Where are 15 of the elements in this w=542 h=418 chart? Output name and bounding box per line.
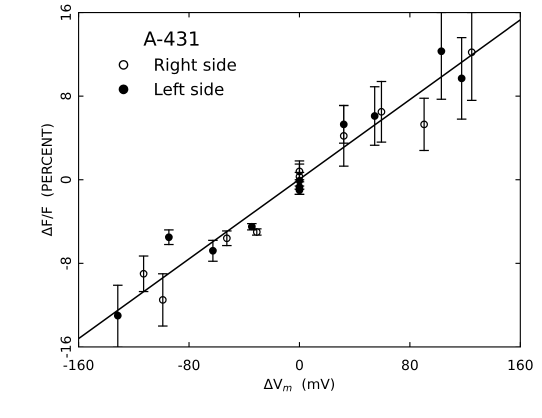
legend-title: A-431 [143,31,199,46]
x-axis-title: ΔV$_{m}$ (mV) [264,378,334,392]
x-tick-label: 80 [402,360,418,370]
y-tick-label: 16 [60,4,72,20]
x-tick-label: -80 [178,360,200,370]
legend-label: Right side [155,58,236,74]
y-tick-label: -8 [60,257,72,270]
x-tick-label: -160 [64,360,94,370]
y-axis-title: ΔF/F (PERCENT) [41,124,54,236]
legend-label: Left side [155,82,224,96]
x-tick-label: 0 [296,360,303,370]
y-tick-label: 8 [60,92,72,100]
y-tick-label: 0 [60,176,72,184]
x-tick-label: 160 [508,360,533,370]
y-tick-label: -16 [60,336,72,358]
